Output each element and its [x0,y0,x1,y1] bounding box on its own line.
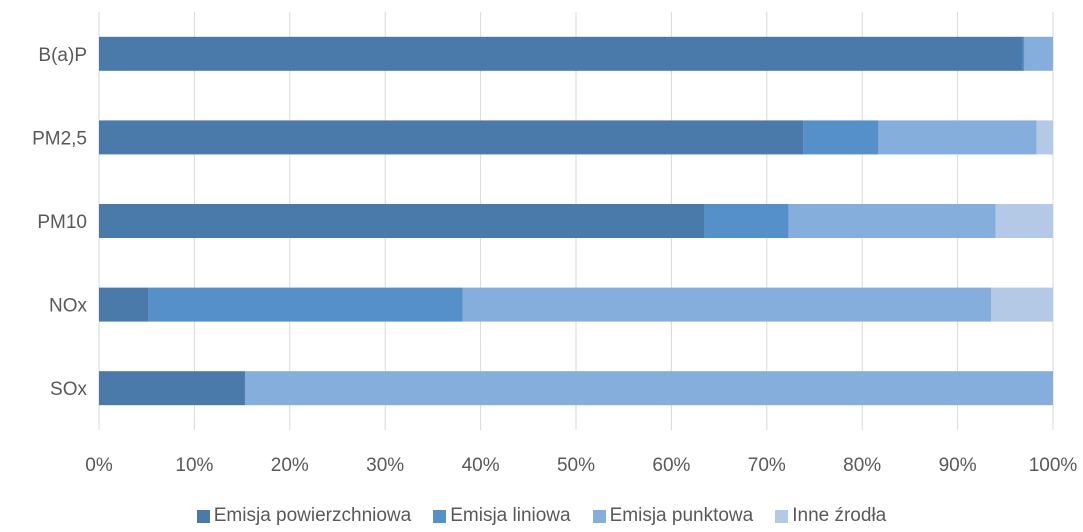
bar-segment [1022,36,1025,71]
bar-segment [99,120,804,155]
category-label: NOx [49,296,88,317]
legend-swatch [196,509,210,523]
x-tick-label: 0% [85,455,113,476]
legend-swatch [592,509,606,523]
category-labels: B(a)P PM2,5 PM10 NOx SOx [32,45,87,400]
x-tick-label: 30% [366,455,404,476]
x-tick-label: 40% [462,455,500,476]
bar-segment [99,371,245,406]
legend-item: Emisja liniowa [433,505,571,527]
x-tick-label: 90% [939,455,977,476]
x-tick-label: 70% [748,455,786,476]
bar-segment [990,287,1053,322]
x-tick-label: 50% [557,455,595,476]
bar-segment [803,120,879,155]
bar-segment [244,371,1053,406]
bar-segment [99,204,705,238]
bar-segment [995,204,1053,238]
category-label: PM10 [37,212,87,233]
legend-label: Emisja powierzchniowa [213,505,412,526]
x-axis-tick-labels: 0% 10% 20% 30% 40% 50% 60% 70% 80% 90% 100% [85,455,1077,476]
bar-segment [99,36,1023,71]
bar-segment [878,120,1037,155]
x-tick-label: 20% [271,455,309,476]
x-tick-label: 80% [843,455,881,476]
x-tick-label: 60% [652,455,690,476]
legend-item: Inne źrodła [775,505,886,527]
legend-label: Inne źrodła [792,505,887,526]
legend-swatch [433,509,447,523]
category-label: SOx [50,379,87,400]
bar-segment [704,204,789,238]
legend-label: Emisja liniowa [450,505,571,526]
bar-segment [99,287,149,322]
bar-segment [148,287,463,322]
bar-segment [1036,120,1053,155]
legend: Emisja powierzchniowa Emisja liniowa Emisj… [0,505,1083,527]
legend-item: Emisja punktowa [592,505,754,527]
category-label: PM2,5 [32,128,87,149]
bar-segment [1024,36,1053,71]
legend-label: Emisja punktowa [609,505,754,526]
bar-segment [788,204,996,238]
bar-segment [462,287,991,322]
legend-item: Emisja powierzchniowa [196,505,412,527]
category-label: B(a)P [38,45,87,66]
legend-swatch [775,509,789,523]
x-tick-label: 100% [1029,455,1078,476]
bars [99,36,1053,406]
x-tick-label: 10% [175,455,213,476]
